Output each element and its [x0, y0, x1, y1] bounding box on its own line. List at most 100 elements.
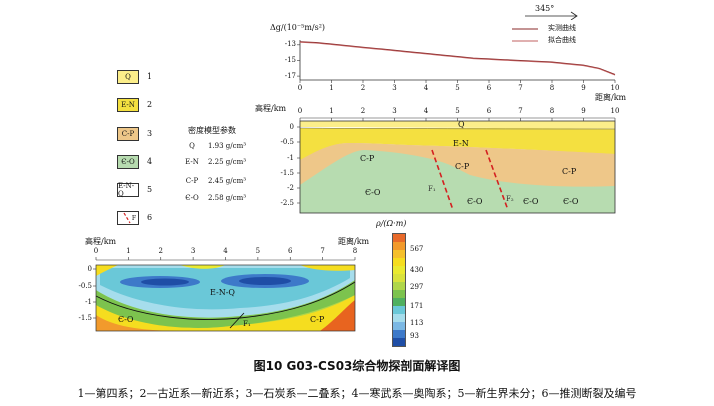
density-xtick-label: 8	[549, 107, 555, 115]
density-unit: E-N	[185, 158, 199, 166]
gravity-ytick-label: -13	[284, 40, 296, 49]
figure-caption: 图10 G03-CS03综合物探剖面解译图	[253, 359, 461, 373]
figure-legend: 1—第四系；2—古近系—新近系；3—石炭系—二叠系；4—寒武系—奥陶系；5—新生…	[77, 387, 637, 400]
gravity-xlabel: 距离/km	[595, 93, 627, 102]
gravity-chart	[297, 40, 616, 83]
density-unit: Є-O	[185, 194, 199, 202]
unit-q	[300, 121, 615, 129]
gravity-legend-lines	[512, 28, 538, 42]
gravity-xtick-label: 10	[610, 84, 620, 92]
gravity-xtick-label: 9	[581, 84, 586, 92]
density-model	[297, 117, 616, 214]
colorbar-tick-label: 297	[410, 283, 424, 291]
legend-number: 3	[147, 129, 153, 138]
res-xtick-label: 4	[223, 247, 228, 255]
colorbar-tick-label: 93	[410, 332, 419, 340]
label-cp3: C-P	[562, 167, 577, 176]
colorbar-tick-label: 113	[410, 319, 424, 327]
legend-measured: 实测曲线	[548, 24, 576, 32]
res-label-f: F₁	[243, 320, 251, 328]
res-label-enq: E-N-Q	[210, 288, 235, 297]
colorbar-segment	[393, 338, 405, 346]
density-xtick-label: 2	[360, 107, 366, 115]
gravity-xtick-label: 7	[518, 84, 523, 92]
res-ytick-label: -0.5	[78, 281, 93, 290]
colorbar-segment	[393, 258, 405, 266]
legend-swatch-5: E-N-Q	[117, 182, 139, 198]
density-ytick-label: -2	[287, 183, 294, 192]
legend-swatch-6: F	[117, 211, 139, 225]
legend-number: 4	[147, 157, 153, 166]
gravity-xtick-label: 1	[329, 84, 334, 92]
density-xtick-label: 0	[297, 107, 303, 115]
gravity-ytick-label: -17	[284, 71, 296, 80]
colorbar-tick-label: 171	[410, 302, 424, 310]
label-eo3: Є-O	[523, 197, 539, 206]
res-ylabel: 高程/km	[85, 237, 117, 246]
gravity-series-fitted	[299, 41, 616, 76]
colorbar-tick-label: 567	[410, 245, 424, 253]
gravity-xtick-label: 8	[549, 84, 555, 92]
colorbar-segment	[393, 234, 405, 242]
fault-label-f1: F₁	[428, 185, 436, 193]
gravity-ylabel: Δg/(10⁻⁵m/s²)	[270, 23, 326, 32]
res-xlabel: 距离/km	[338, 237, 370, 246]
density-value: 2.45 g/cm³	[208, 177, 247, 185]
density-ytick-label: -1	[287, 153, 294, 162]
res-label-eo: Є-O	[118, 315, 134, 324]
legend-number: 1	[147, 72, 153, 81]
density-xtick-label: 1	[329, 107, 334, 115]
label-eo1: Є-O	[365, 188, 381, 197]
resistivity-image	[93, 257, 356, 332]
unit-en	[300, 128, 615, 160]
res-ytick-label: -1.5	[78, 313, 93, 322]
density-ylabel: 高程/km	[255, 104, 287, 113]
res-ytick-label: -1	[85, 297, 92, 306]
density-xtick-label: 3	[392, 107, 397, 115]
density-xtick-label: 4	[423, 107, 429, 115]
colorbar-tick-label: 430	[410, 266, 424, 274]
res-xtick-label: 8	[352, 247, 358, 255]
legend-number: 5	[147, 185, 153, 194]
gravity-xtick-label: 6	[486, 84, 492, 92]
gravity-xtick-label: 2	[360, 84, 366, 92]
colorbar-title: ρ/(Ω·m)	[376, 219, 407, 228]
colorbar-segment	[393, 314, 405, 322]
colorbar-segment	[393, 250, 405, 258]
fault-f1	[431, 149, 454, 211]
density-xtick-label: 9	[581, 107, 586, 115]
density-unit: C-P	[185, 177, 199, 185]
density-unit: Q	[189, 142, 195, 150]
density-xtick-label: 6	[486, 107, 492, 115]
label-q: Q	[458, 120, 465, 129]
res-label-cp: C-P	[310, 315, 325, 324]
direction-arrow-icon	[525, 11, 578, 20]
colorbar-segment	[393, 266, 405, 274]
label-cp1: C-P	[360, 154, 375, 163]
gravity-xtick-label: 4	[423, 84, 429, 92]
gravity-xtick-label: 3	[392, 84, 397, 92]
density-title: 密度模型参数	[188, 126, 236, 135]
density-ytick-label: -2.5	[280, 198, 295, 207]
fault-label-f2: F₂	[506, 195, 514, 203]
density-value: 2.58 g/cm³	[208, 194, 247, 202]
colorbar-segment	[393, 282, 405, 290]
gravity-series-measured	[299, 41, 616, 75]
legend-number: 6	[147, 213, 153, 222]
res-xtick-label: 5	[255, 247, 261, 255]
legend-swatch-1: Q	[117, 70, 139, 84]
colorbar-segment	[393, 242, 405, 250]
fault-f2	[485, 149, 509, 211]
legend-fitted: 拟合曲线	[548, 36, 576, 44]
density-xtick-label: 5	[455, 107, 460, 115]
res-ytick-label: 0	[87, 264, 92, 273]
label-en: E-N	[453, 139, 469, 148]
res-xtick-label: 6	[288, 247, 293, 255]
density-ytick-label: 0	[289, 122, 294, 131]
legend-swatch-2: E-N	[117, 98, 139, 112]
legend-fault-code: F	[131, 214, 137, 222]
legend-swatch-3: C-P	[117, 127, 139, 141]
gravity-xtick-label: 5	[455, 84, 460, 92]
res-xtick-label: 0	[93, 247, 99, 255]
density-xtick-label: 10	[610, 107, 620, 115]
